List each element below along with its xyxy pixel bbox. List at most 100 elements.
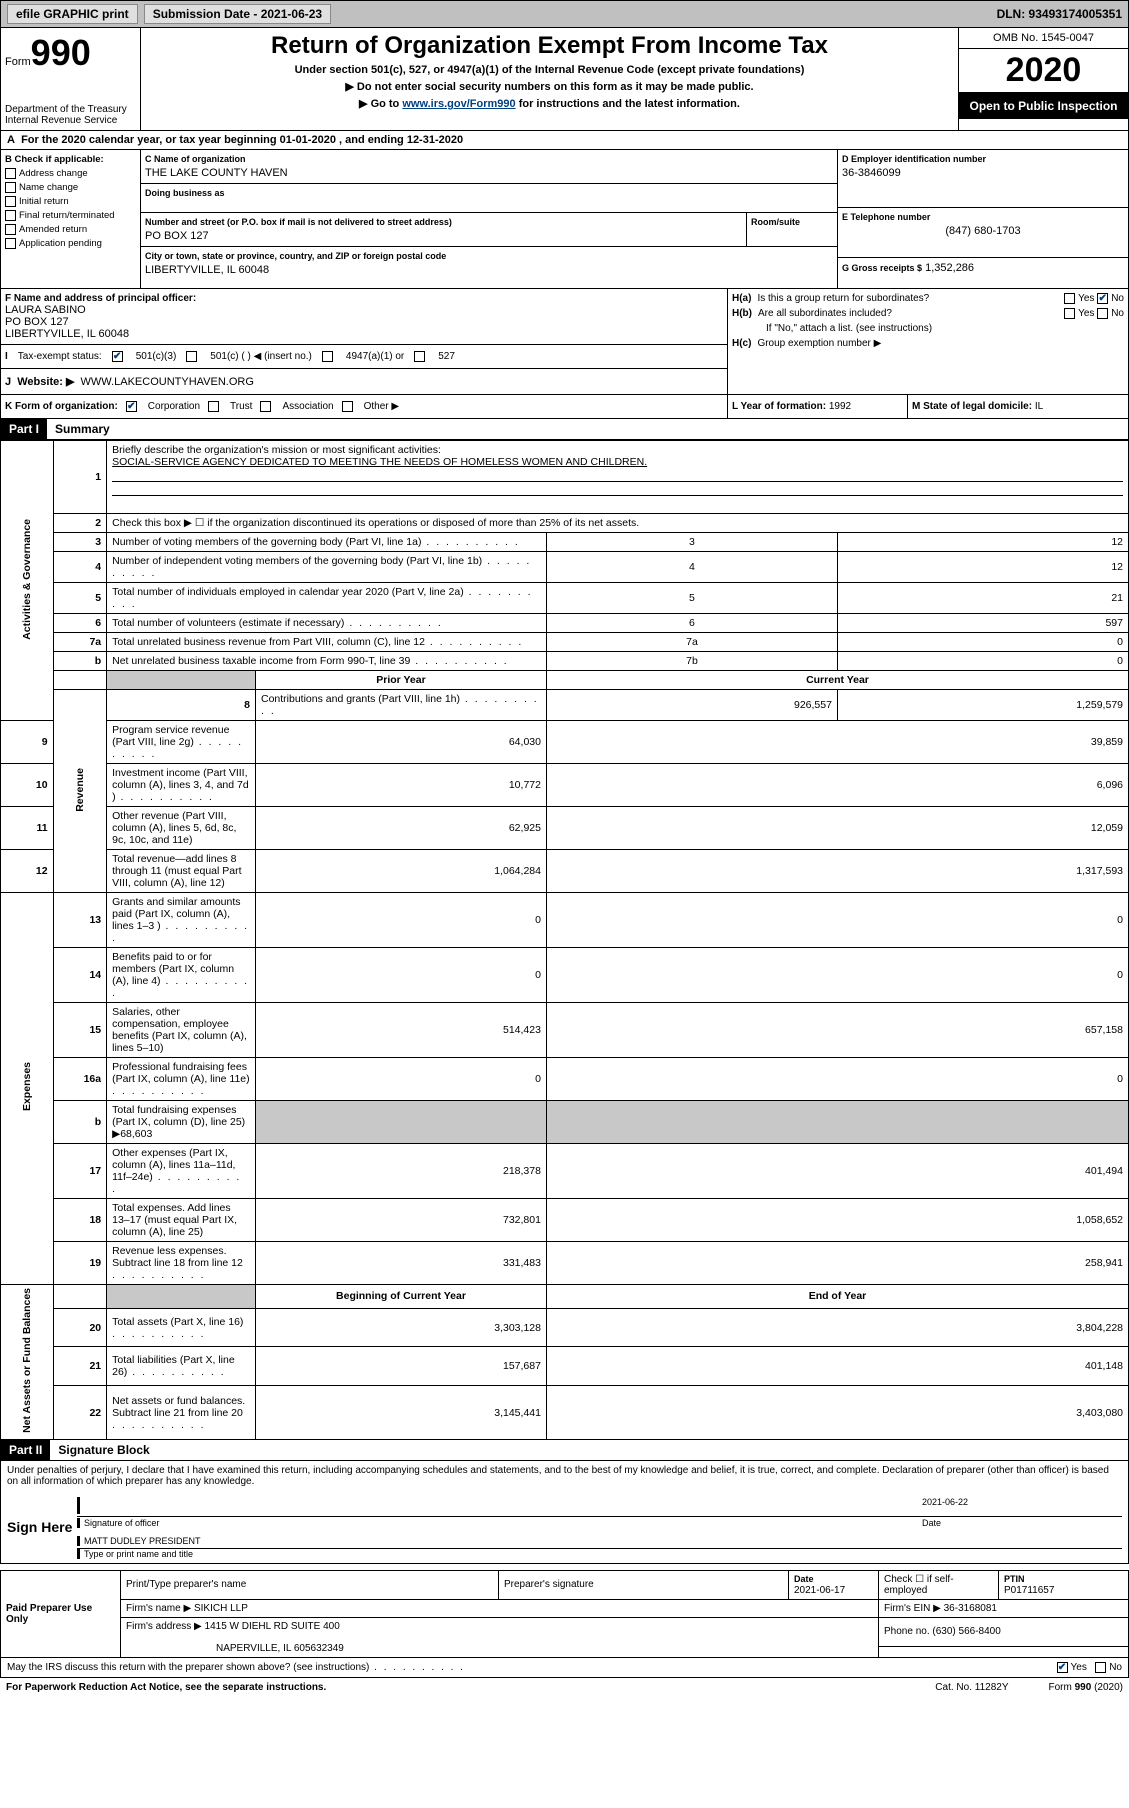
addr-row: Number and street (or P.O. box if mail i… [141,213,837,247]
line-num: 6 [53,614,107,633]
checkbox-icon[interactable]: ✔ [126,401,137,412]
checkbox-icon[interactable] [322,351,333,362]
table-row: 18Total expenses. Add lines 13–17 (must … [1,1199,1129,1242]
submission-date-button[interactable]: Submission Date - 2021-06-23 [144,4,331,24]
instructions-link[interactable]: www.irs.gov/Form990 [402,98,515,110]
checkbox-icon[interactable] [1095,1662,1106,1673]
f-name: LAURA SABINO [5,304,723,316]
checkbox-icon[interactable] [208,401,219,412]
line-num: b [53,652,107,671]
opt-501c3: 501(c)(3) [136,351,177,362]
line1-cell: Briefly describe the organization's miss… [107,441,1129,514]
line-num: 1 [53,441,107,514]
checkbox-icon[interactable] [342,401,353,412]
checkbox-icon[interactable] [414,351,425,362]
line1-label: Briefly describe the organization's miss… [112,444,441,456]
checkbox-icon[interactable] [186,351,197,362]
prior-value: 157,687 [255,1347,546,1386]
b-item: Initial return [5,196,136,207]
line-num: 16a [53,1058,107,1101]
checkbox-icon[interactable]: ✔ [112,351,123,362]
checkbox-icon[interactable] [5,224,16,235]
part-ii-tag: Part II [1,1440,50,1460]
b-label: B Check if applicable: [5,154,136,165]
desc: Benefits paid to or for members (Part IX… [107,948,256,1003]
section-h: H(a) Is this a group return for subordin… [728,289,1128,394]
k-opt: Other ▶ [364,401,399,412]
b-item-label: Name change [19,182,78,193]
desc: Program service revenue (Part VIII, line… [107,721,256,764]
checkbox-icon[interactable] [5,238,16,249]
checkbox-icon[interactable] [5,168,16,179]
type-label: Type or print name and title [77,1549,1122,1559]
table-row: 19Revenue less expenses. Subtract line 1… [1,1242,1129,1285]
hb-row: H(b) Are all subordinates included? Yes … [732,308,1124,319]
sig-officer-sublabel: Signature of officer [77,1518,159,1528]
desc: Investment income (Part VIII, column (A)… [107,764,256,807]
header-right: OMB No. 1545-0047 2020 Open to Public In… [958,28,1128,130]
value: 21 [837,583,1128,614]
no-label: No [1111,308,1124,319]
officer-box: F Name and address of principal officer:… [1,289,727,345]
desc: Grants and similar amounts paid (Part IX… [107,893,256,948]
line-num: 2 [53,514,107,533]
firm-ein-value: 36-3168081 [944,1603,997,1614]
b-item-label: Final return/terminated [19,210,115,221]
table-row: 22Net assets or fund balances. Subtract … [1,1386,1129,1440]
line-num: 19 [53,1242,107,1285]
table-row: 4Number of independent voting members of… [1,552,1129,583]
checkbox-icon[interactable] [5,210,16,221]
room-label: Room/suite [751,217,833,227]
sig-labels-row: Signature of officer Date [77,1517,1122,1534]
desc: Total expenses. Add lines 13–17 (must eq… [107,1199,256,1242]
section-m: M State of legal domicile: IL [908,395,1128,418]
begin-year-header: Beginning of Current Year [255,1285,546,1309]
city-box: City or town, state or province, country… [141,247,837,280]
pra-notice: For Paperwork Reduction Act Notice, see … [6,1682,326,1693]
efile-print-button[interactable]: efile GRAPHIC print [7,4,138,24]
checkbox-icon[interactable] [1064,293,1075,304]
checkbox-icon[interactable] [1097,308,1108,319]
checkbox-icon[interactable] [5,196,16,207]
addr-left: Number and street (or P.O. box if mail i… [141,213,747,247]
box-num: 6 [546,614,837,633]
form-prefix: Form [5,56,31,68]
box-num: 5 [546,583,837,614]
checkbox-icon[interactable]: ✔ [1057,1662,1068,1673]
firm-ein-label: Firm's EIN ▶ [884,1603,941,1614]
line-num: 22 [53,1386,107,1440]
current-value: 1,317,593 [546,850,1128,893]
b-item-label: Address change [19,168,88,179]
preparer-table: Paid Preparer Use Only Print/Type prepar… [0,1570,1129,1658]
checkbox-icon[interactable] [260,401,271,412]
line-num: 12 [1,850,54,893]
ptin-cell: PTINP01711657 [999,1570,1129,1599]
ha-label: H(a) [732,293,751,304]
tel-box: E Telephone number (847) 680-1703 [838,208,1128,258]
part-i-tag: Part I [1,419,47,439]
dba-label: Doing business as [145,188,833,198]
m-value: IL [1035,401,1043,412]
checkbox-icon[interactable] [5,182,16,193]
header-center: Return of Organization Exempt From Incom… [141,28,958,130]
prior-value: 0 [255,893,546,948]
line-num: 20 [53,1308,107,1347]
checkbox-icon[interactable] [1064,308,1075,319]
sig-date-value: 2021-06-22 [922,1497,1122,1514]
sub3-post: for instructions and the latest informat… [516,98,740,110]
firm-addr2: NAPERVILLE, IL 605632349 [126,1643,344,1654]
hb-yn: Yes No [1064,308,1124,319]
checkbox-icon[interactable]: ✔ [1097,293,1108,304]
tax-exempt-label: Tax-exempt status: [18,351,102,362]
current-value: 3,804,228 [546,1308,1128,1347]
k-opt: Association [282,401,333,412]
prior-value: 3,303,128 [255,1308,546,1347]
table-row: 5Total number of individuals employed in… [1,583,1129,614]
end-year-header: End of Year [546,1285,1128,1309]
dept-label: Department of the Treasury Internal Reve… [5,104,136,126]
form-subtitle1: Under section 501(c), 527, or 4947(a)(1)… [149,64,950,76]
hb-text: Are all subordinates included? [758,308,892,319]
desc: Total revenue—add lines 8 through 11 (mu… [107,850,256,893]
line-num: 14 [53,948,107,1003]
date-sublabel: Date [922,1518,1122,1528]
